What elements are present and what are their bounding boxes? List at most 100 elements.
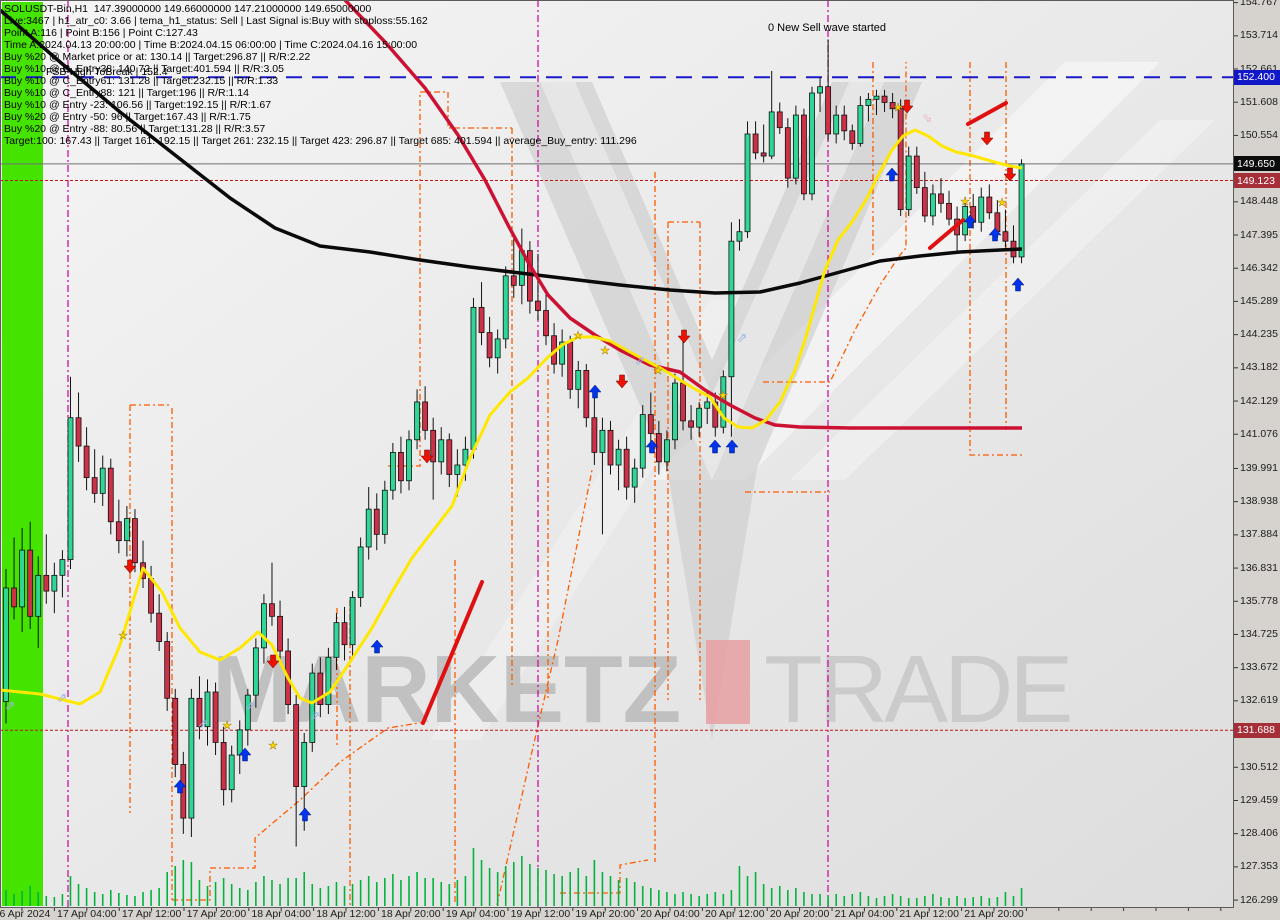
- candle-body: [575, 370, 582, 390]
- price-axis-label: 148.448: [1240, 195, 1278, 208]
- time-axis-label: 21 Apr 04:00: [834, 908, 895, 920]
- candle-body: [905, 155, 912, 211]
- trend-line-segment[interactable]: [928, 218, 965, 250]
- candles-layer[interactable]: [3, 39, 1025, 847]
- buy-arrow-icon: [298, 807, 312, 822]
- candle-body: [567, 341, 574, 390]
- candle-body: [414, 401, 420, 441]
- candle-body: [462, 448, 469, 466]
- candle-body: [809, 92, 815, 195]
- candle-body: [849, 130, 856, 144]
- price-axis-label: 128.406: [1240, 827, 1278, 840]
- candle-body: [535, 300, 541, 311]
- candle-body: [446, 439, 453, 475]
- time-axis-label: 20 Apr 04:00: [640, 908, 700, 920]
- price-axis-label: 146.342: [1240, 261, 1278, 274]
- star-signal-icon: ★: [893, 102, 903, 114]
- candle-body: [35, 574, 42, 617]
- trend-line-segment[interactable]: [966, 101, 1008, 126]
- candle-body: [921, 187, 928, 217]
- star-signal-icon: ★: [653, 365, 663, 377]
- candle-body: [631, 467, 638, 488]
- candle-body: [398, 451, 404, 482]
- time-axis-label: 21 Apr 20:00: [964, 908, 1024, 920]
- sell-arrow-icon: [266, 654, 280, 669]
- price-axis-label: 139.991: [1240, 461, 1278, 474]
- price-badge: 152.400: [1234, 69, 1280, 85]
- buy-arrow-icon: [963, 214, 977, 229]
- hollow-up-arrow-icon: ⇗: [57, 690, 68, 705]
- candle-body: [784, 127, 791, 179]
- price-axis-label: 129.459: [1240, 793, 1278, 806]
- candle-body: [672, 382, 678, 441]
- candle-body: [357, 546, 364, 598]
- candle-body: [220, 742, 227, 791]
- candle-body: [897, 108, 904, 211]
- hollow-up-arrow-icon: ⇗: [198, 716, 209, 731]
- sell-arrow-icon: [615, 374, 629, 389]
- buy-arrow-icon: [588, 384, 602, 399]
- candle-body: [728, 240, 735, 378]
- candle-body: [212, 691, 219, 743]
- price-axis-label: 132.619: [1240, 694, 1278, 707]
- price-axis-label: 151.608: [1240, 95, 1278, 108]
- price-axis[interactable]: 154.767153.714152.661151.608150.554149.5…: [1234, 0, 1280, 908]
- candle-body: [696, 407, 703, 428]
- buy-arrow-icon: [725, 439, 739, 454]
- star-signal-icon: ★: [222, 720, 232, 732]
- candle-body: [115, 521, 122, 542]
- time-axis-label: 19 Apr 12:00: [510, 908, 571, 920]
- candle-body: [873, 95, 880, 100]
- price-axis-label: 154.767: [1240, 0, 1278, 9]
- candle-body: [381, 489, 388, 535]
- candle-body: [19, 549, 26, 608]
- candle-body: [83, 445, 90, 479]
- candle-body: [3, 587, 9, 702]
- hollow-up-arrow-icon: ⇗: [635, 353, 646, 368]
- price-badge: 149.123: [1234, 173, 1280, 189]
- time-axis-label: 16 Apr 2024: [0, 908, 51, 920]
- candle-body: [148, 578, 154, 614]
- watermark-word2: TRADE: [764, 636, 1069, 743]
- time-axis-label: 18 Apr 20:00: [381, 908, 441, 920]
- candle-body: [478, 306, 485, 333]
- sell-arrow-icon: [1003, 167, 1017, 182]
- candle-body: [389, 451, 396, 491]
- star-signal-icon: ★: [718, 390, 728, 402]
- candle-body: [825, 86, 832, 135]
- price-axis-label: 136.831: [1240, 561, 1278, 574]
- candle-body: [244, 694, 251, 731]
- candle-body: [744, 133, 751, 233]
- candle-body: [792, 114, 799, 179]
- price-axis-label: 127.353: [1240, 860, 1278, 873]
- candle-body: [841, 114, 848, 132]
- hollow-down-arrow-icon: ⇘: [922, 110, 933, 125]
- candle-body: [752, 133, 759, 154]
- candle-body: [599, 429, 606, 453]
- candle-body: [704, 401, 711, 409]
- time-axis-label: 17 Apr 04:00: [57, 908, 117, 920]
- candle-body: [494, 338, 501, 359]
- time-axis[interactable]: 16 Apr 2024 17 Apr 04:00 17 Apr 12:00 17 Ap…: [0, 908, 1234, 920]
- trend-line-segment[interactable]: [421, 580, 484, 725]
- candle-body: [261, 603, 267, 649]
- candle-body: [712, 401, 719, 428]
- candle-body: [317, 672, 324, 706]
- star-signal-icon: ★: [573, 330, 583, 342]
- candle-body: [889, 102, 896, 110]
- candle-body: [124, 518, 130, 542]
- candle-body: [470, 306, 477, 450]
- candle-body: [454, 464, 461, 475]
- candle-body: [736, 231, 743, 242]
- candle-body: [236, 729, 243, 756]
- buy-arrow-icon: [885, 167, 899, 182]
- candle-body: [156, 612, 163, 642]
- time-axis-label: 17 Apr 12:00: [121, 908, 182, 920]
- time-axis-label: 21 Apr 12:00: [899, 908, 959, 920]
- candle-body: [510, 275, 517, 286]
- candle-body: [11, 587, 17, 608]
- candle-body: [430, 429, 437, 463]
- candle-body: [817, 86, 823, 94]
